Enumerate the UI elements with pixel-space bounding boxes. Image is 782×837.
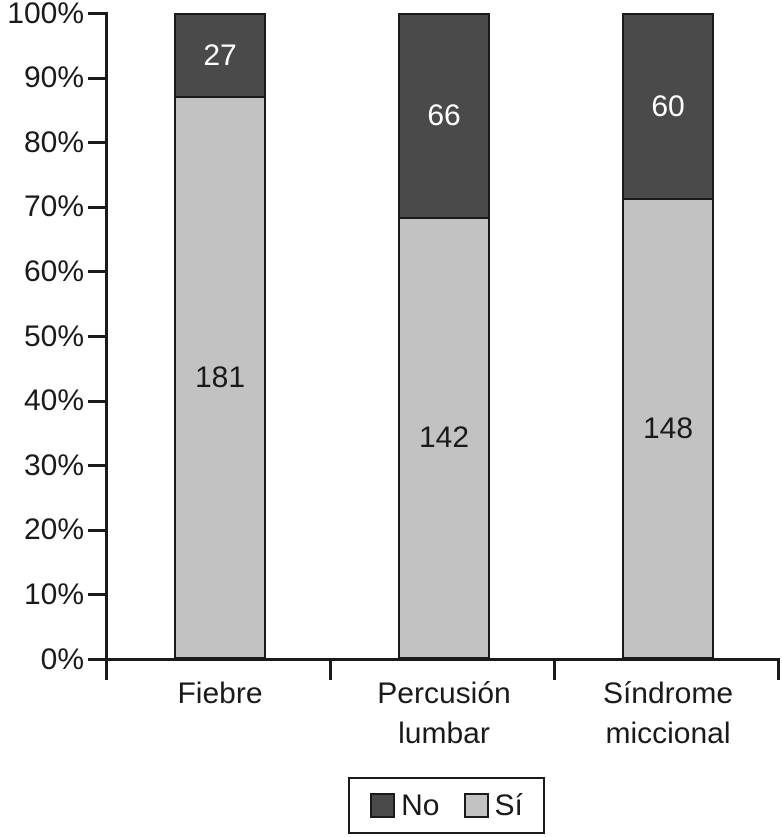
x-tick-mark	[105, 658, 108, 680]
y-tick-mark	[88, 270, 108, 274]
y-tick-label: 70%	[23, 190, 84, 224]
bar-1: 27 181	[174, 13, 266, 659]
segment-no: 66	[400, 15, 488, 219]
segment-sí: 181	[176, 98, 264, 657]
y-tick-mark	[88, 205, 108, 209]
x-tick-mark	[777, 658, 780, 680]
category-label-1: Fiebre	[177, 677, 263, 710]
segment-sí: 148	[624, 200, 712, 657]
y-tick-label: 0%	[40, 642, 84, 676]
y-tick-label: 60%	[23, 254, 84, 288]
legend-swatch-si-icon	[463, 793, 489, 818]
y-tick-label: 50%	[23, 319, 84, 353]
segment-value-label: 181	[194, 360, 246, 394]
y-tick-mark	[88, 528, 108, 532]
y-tick-label: 20%	[23, 513, 84, 547]
y-tick-mark	[88, 464, 108, 468]
y-tick-label: 80%	[23, 125, 84, 159]
segment-no: 27	[176, 15, 264, 98]
x-axis-line	[88, 658, 780, 661]
segment-no: 60	[624, 15, 712, 200]
y-tick-label: 10%	[23, 577, 84, 611]
y-tick-mark	[88, 141, 108, 145]
y-tick-mark	[88, 76, 108, 80]
y-axis-line	[105, 12, 108, 680]
segment-value-label: 60	[651, 89, 685, 123]
bar-3: 60 148	[622, 13, 714, 659]
segment-value-label: 66	[427, 99, 461, 132]
y-tick-label: 40%	[23, 384, 84, 418]
legend-item-si: Sí	[463, 788, 523, 822]
x-tick-mark	[553, 658, 556, 680]
category-label-2: Percusión lumbar	[377, 677, 511, 750]
segment-value-label: 142	[418, 421, 470, 454]
y-tick-mark	[88, 658, 108, 661]
legend-box: No Sí	[348, 777, 545, 834]
legend-label-si: Sí	[494, 788, 523, 822]
bar-2: 66 142	[398, 13, 490, 659]
x-tick-mark	[329, 658, 332, 680]
y-tick-label: 90%	[23, 61, 84, 95]
y-tick-mark	[88, 335, 108, 338]
segment-value-label: 148	[642, 411, 694, 445]
y-tick-mark	[88, 12, 108, 15]
legend-swatch-no-icon	[370, 793, 396, 818]
y-tick-label: 30%	[23, 448, 84, 482]
segment-sí: 142	[400, 219, 488, 657]
y-tick-label: 100%	[7, 0, 84, 30]
legend-item-no: No	[370, 788, 440, 822]
y-tick-mark	[88, 593, 108, 597]
y-tick-mark	[88, 399, 108, 403]
legend-label-no: No	[401, 788, 440, 822]
segment-value-label: 27	[203, 38, 237, 72]
category-label-3: Síndrome miccional	[602, 677, 734, 750]
